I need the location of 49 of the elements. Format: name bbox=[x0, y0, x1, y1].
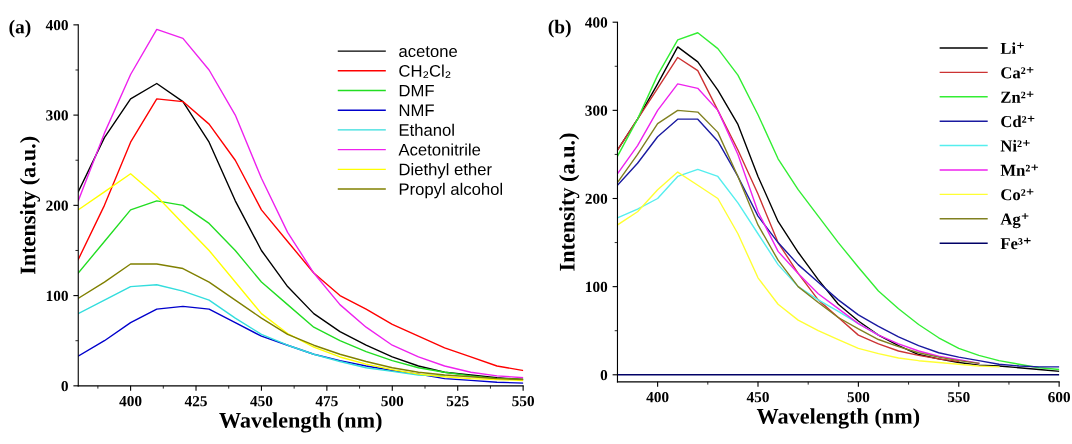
y-axis-title: Intensity (a.u.) bbox=[19, 136, 41, 275]
y-tick-label: 400 bbox=[585, 17, 608, 28]
x-tick-label: 450 bbox=[250, 396, 273, 407]
y-tick-label: 400 bbox=[45, 20, 68, 31]
y-axis-title: Intensity (a.u.) bbox=[559, 133, 580, 271]
legend-label: Zn²⁺ bbox=[1001, 91, 1034, 103]
legend-label: acetone bbox=[399, 46, 458, 58]
y-tick-label: 300 bbox=[46, 110, 68, 121]
legend-label: NMF bbox=[399, 104, 434, 117]
legend-label: Co²⁺ bbox=[1001, 188, 1034, 201]
chart-title: (b) bbox=[548, 19, 571, 38]
y-tick-label: 100 bbox=[586, 281, 608, 293]
legend-label: Ca²⁺ bbox=[1001, 66, 1034, 79]
legend-label: Ethanol bbox=[399, 123, 454, 136]
x-tick-label: 500 bbox=[847, 392, 870, 403]
legend-label: Li⁺ bbox=[1000, 42, 1024, 54]
legend-label: Propyl alcohol bbox=[399, 182, 503, 199]
legend-label: CH₂Cl₂ bbox=[399, 64, 451, 79]
x-tick-label: 600 bbox=[1048, 392, 1071, 403]
legend-label: Ni²⁺ bbox=[1000, 139, 1030, 152]
line-series bbox=[78, 28, 524, 379]
legend-label: Ag⁺ bbox=[1000, 213, 1029, 229]
y-tick-label: 300 bbox=[585, 105, 608, 116]
line-series bbox=[617, 171, 1000, 368]
legend-label: DMF bbox=[399, 84, 434, 97]
line-series bbox=[78, 284, 446, 377]
x-axis-title: Wavelength (nm) bbox=[219, 412, 382, 433]
chart-title: (a) bbox=[9, 19, 31, 38]
legend-label: Acetonitrile bbox=[398, 143, 481, 156]
y-tick-label: 200 bbox=[585, 193, 608, 204]
legend-label: Mn²⁺ bbox=[1000, 164, 1039, 176]
y-tick-label: 100 bbox=[46, 290, 68, 302]
legend-label: Fe³⁺ bbox=[1000, 237, 1031, 250]
legend-label: Cd²⁺ bbox=[1001, 115, 1035, 128]
x-tick-label: 425 bbox=[184, 396, 207, 407]
y-tick-label: 0 bbox=[600, 369, 608, 381]
x-tick-label: 500 bbox=[381, 396, 404, 407]
x-tick-label: 450 bbox=[746, 392, 769, 403]
legend-label: Diethyl ether bbox=[399, 163, 492, 179]
x-tick-label: 550 bbox=[947, 392, 970, 403]
x-tick-label: 475 bbox=[315, 396, 338, 407]
y-tick-label: 200 bbox=[46, 200, 68, 211]
y-tick-label: 0 bbox=[61, 380, 68, 392]
x-tick-label: 525 bbox=[446, 396, 469, 407]
x-tick-label: 400 bbox=[119, 396, 142, 407]
x-axis-title: Wavelength (nm) bbox=[756, 408, 920, 429]
line-series bbox=[78, 263, 524, 381]
x-tick-label: 400 bbox=[646, 392, 669, 403]
x-tick-label: 550 bbox=[512, 396, 535, 407]
